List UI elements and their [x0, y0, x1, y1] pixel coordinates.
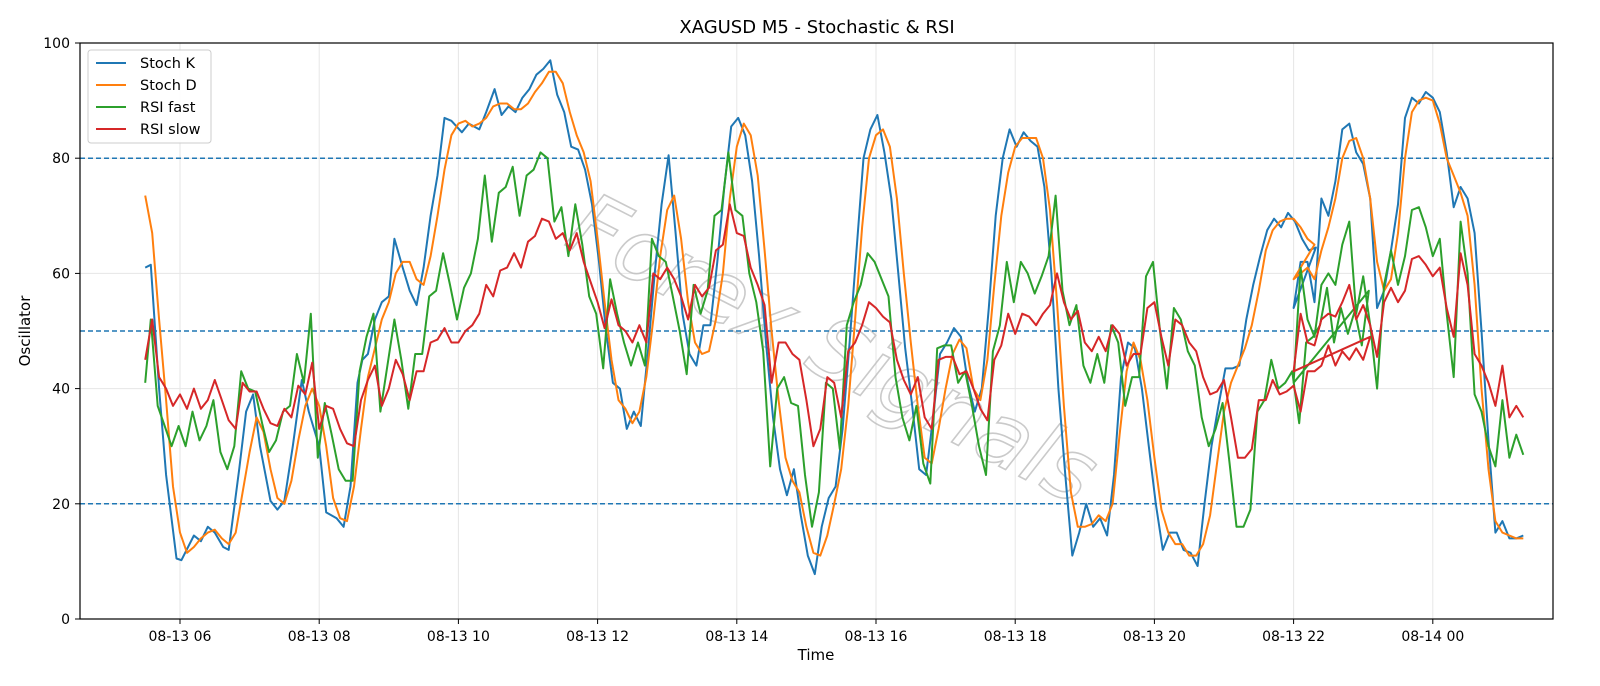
x-tick-label: 08-13 20	[1123, 629, 1186, 645]
legend-label: RSI slow	[140, 122, 201, 138]
y-tick-label: 100	[43, 36, 70, 52]
x-tick-label: 08-14 00	[1401, 629, 1464, 645]
y-axis-label: Oscillator	[16, 295, 34, 367]
legend: Stoch K Stoch D RSI fast RSI slow	[87, 49, 212, 144]
x-tick-label: 08-13 16	[845, 629, 908, 645]
y-tick-label: 60	[52, 266, 70, 282]
x-tick-label: 08-13 14	[705, 629, 768, 645]
y-tick-label: 20	[52, 497, 70, 513]
x-tick-label: 08-13 08	[288, 629, 351, 645]
x-tick-label: 08-13 10	[427, 629, 490, 645]
series-line-rsi-slow	[144, 203, 1525, 459]
plot-frame	[79, 42, 1554, 620]
legend-label: Stoch K	[140, 56, 196, 72]
x-tick-label: 08-13 22	[1262, 629, 1325, 645]
y-tick-label: 0	[61, 612, 70, 628]
x-tick-label: 08-13 18	[984, 629, 1047, 645]
y-tick-label: 80	[52, 151, 70, 167]
x-axis-label: Time	[797, 646, 835, 664]
series-line-stoch-k	[144, 59, 1524, 576]
x-tick-label: 08-13 12	[566, 629, 629, 645]
series-line-stoch-d	[144, 70, 1524, 557]
chart-title: XAGUSD M5 - Stochastic & RSI	[679, 17, 954, 38]
legend-box	[87, 49, 212, 144]
series-layer	[144, 59, 1525, 576]
legend-label: RSI fast	[140, 100, 196, 116]
axis-layer: 0 20 40 60 80 100 08-13 06 08-13 08 08-13 10 08-1…	[43, 36, 1464, 645]
x-tick-label: 08-13 06	[149, 629, 212, 645]
y-tick-label: 40	[52, 382, 70, 398]
legend-label: Stoch D	[140, 78, 197, 94]
series-line-rsi-fast	[144, 151, 1525, 528]
